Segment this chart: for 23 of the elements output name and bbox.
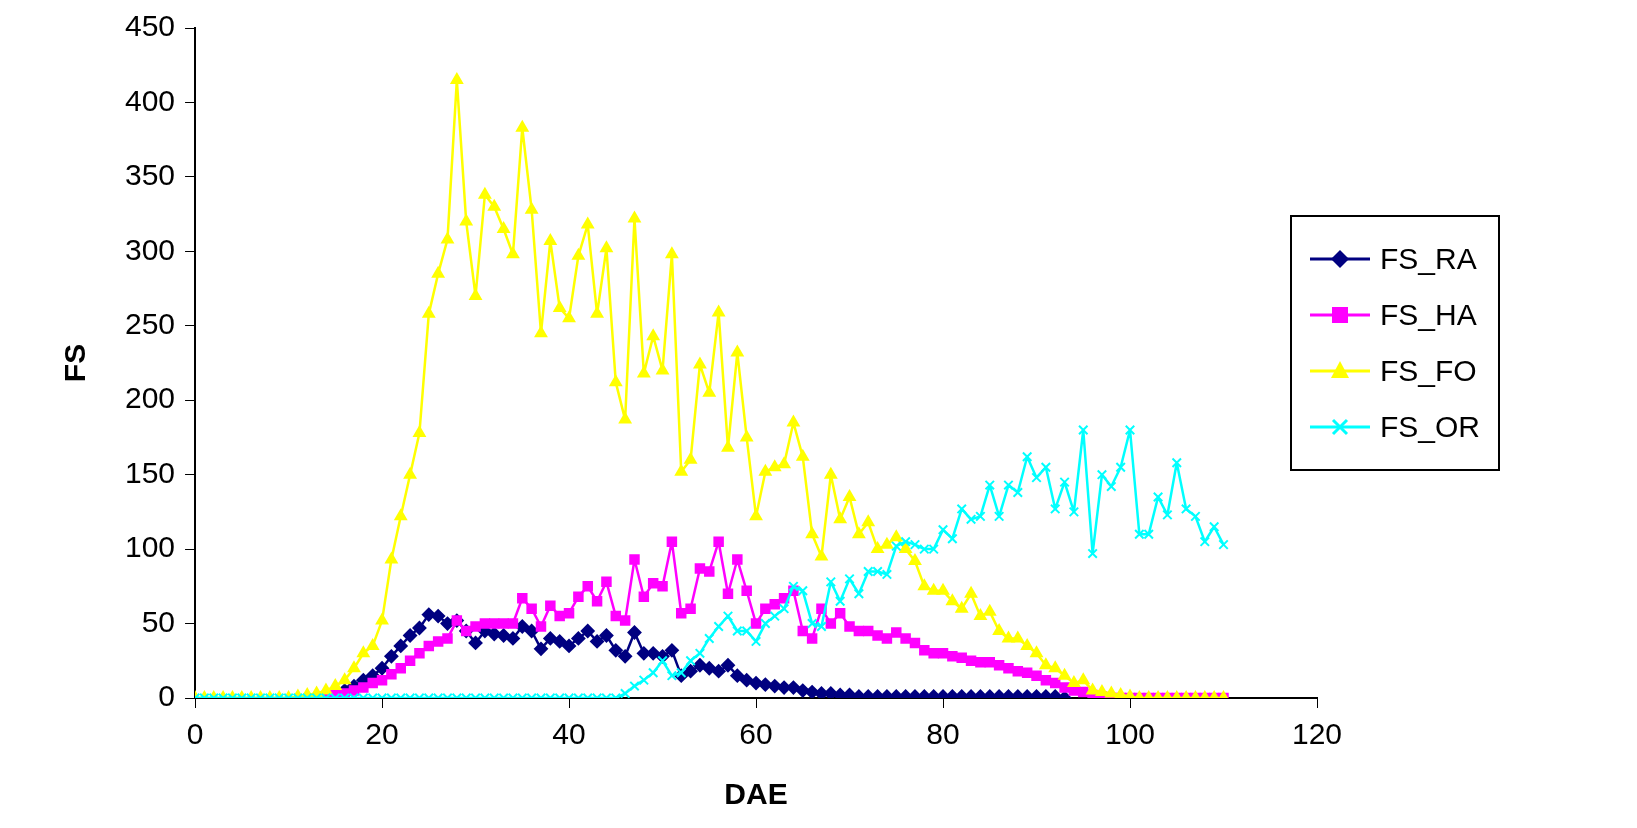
y-tick-label: 150 [124, 455, 176, 489]
legend-label: FS_HA [1380, 298, 1477, 332]
y-tick-label: 50 [141, 604, 176, 638]
y-axis-title: FS [58, 343, 92, 383]
y-tick-label: 300 [124, 232, 176, 266]
y-tick-label: 100 [124, 530, 176, 564]
y-tick-label: 250 [124, 307, 176, 341]
x-tick-label: 20 [365, 717, 399, 751]
legend-label: FS_RA [1380, 242, 1477, 276]
y-tick-label: 200 [124, 381, 176, 415]
x-axis-title: DAE [724, 777, 788, 811]
x-tick-label: 40 [552, 717, 586, 751]
y-tick-label: 0 [158, 679, 176, 713]
legend-label: FS_OR [1380, 410, 1481, 444]
legend-label: FS_FO [1380, 354, 1477, 388]
x-tick-label: 0 [186, 717, 204, 751]
y-tick-label: 400 [124, 83, 176, 117]
x-tick-label: 60 [739, 717, 773, 751]
x-tick-label: 100 [1104, 717, 1156, 751]
y-tick-label: 350 [124, 158, 176, 192]
x-tick-label: 120 [1291, 717, 1343, 751]
x-tick-label: 80 [926, 717, 960, 751]
y-tick-label: 450 [124, 9, 176, 43]
